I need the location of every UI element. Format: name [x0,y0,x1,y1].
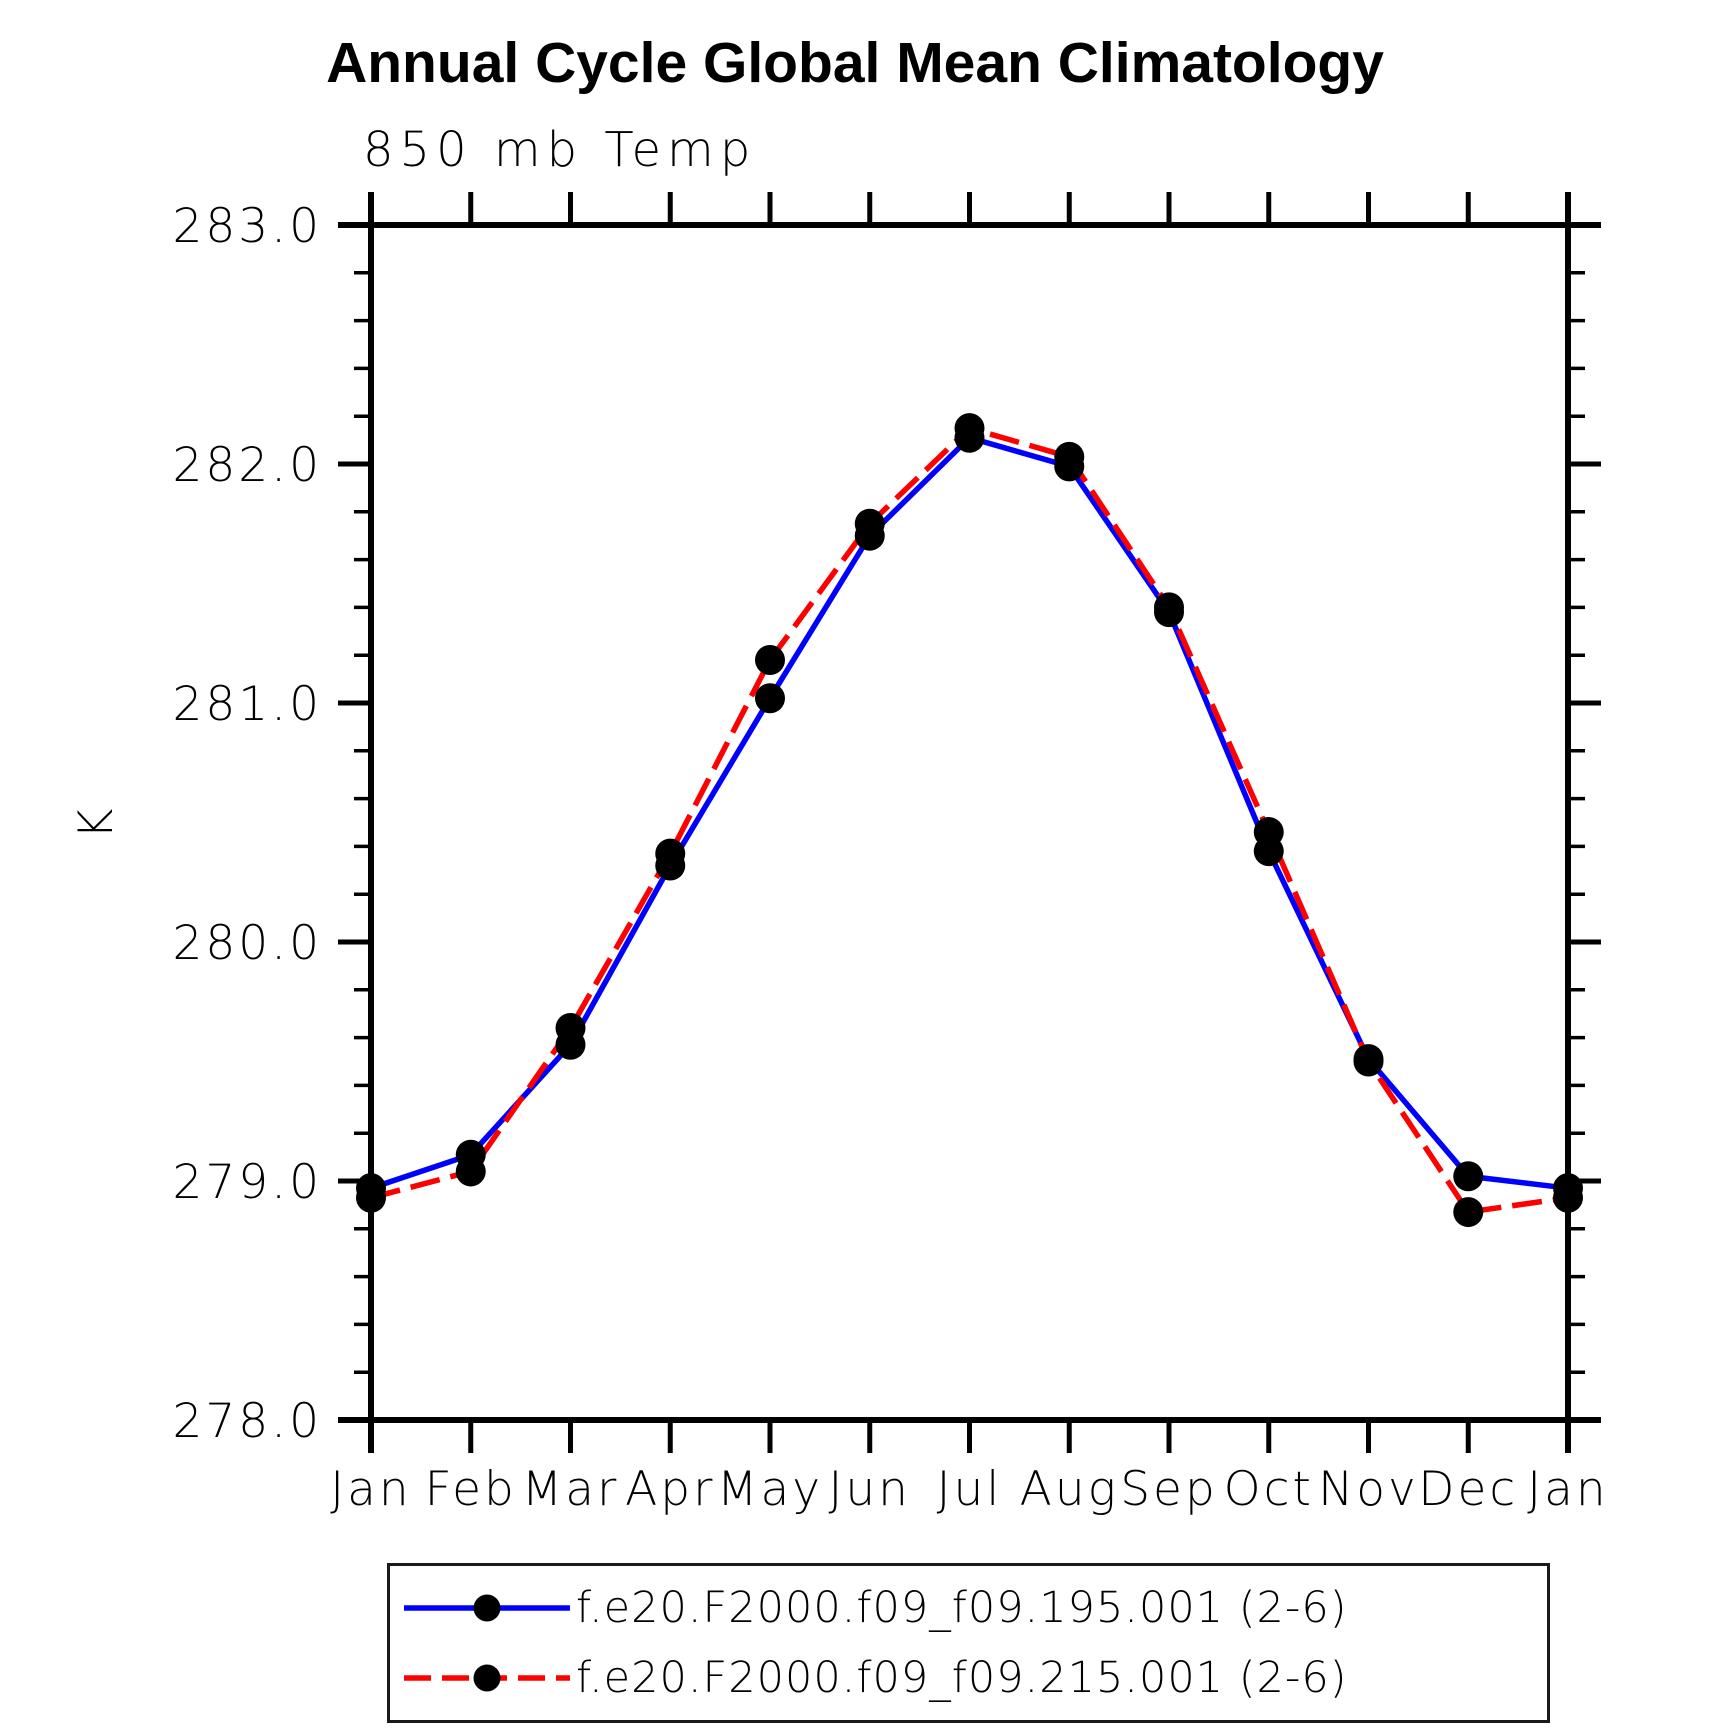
data-point-marker [755,644,785,675]
data-point-marker [1253,817,1284,848]
data-point-marker [1154,592,1184,623]
legend-label-series-195: f.e20.F2000.f09_f09.195.001 (2-6) [576,1583,1348,1633]
series-line-red-dashed [370,425,1569,1216]
legend-item-series-195: f.e20.F2000.f09_f09.195.001 (2-6) [390,1577,1547,1639]
data-point-marker [854,508,885,539]
data-point-marker [455,1156,486,1187]
legend-swatch-blue-solid [404,1594,570,1622]
legend-swatch-red-dashed [404,1664,570,1692]
x-axis-tick-label: Jun [829,1462,911,1517]
y-axis-tick-label: 281.0 [172,677,322,732]
data-point-marker [555,1013,586,1044]
y-axis-tick-label: 282.0 [172,438,322,493]
x-axis-tick-label: May [717,1462,823,1517]
y-axis-tick-label: 279.0 [172,1155,322,1210]
x-axis-tick-label: Jan [330,1462,411,1517]
y-axis-tick-label: 280.0 [172,916,322,971]
data-point-marker [356,1182,386,1213]
x-axis-tick-label: Dec [1418,1462,1518,1517]
data-point-marker [1453,1197,1484,1228]
x-axis-tick-label: Feb [425,1462,517,1517]
y-axis-tick-label: 283.0 [172,199,322,254]
series-line-blue-solid [370,434,1569,1191]
x-axis-tick-label: Sep [1120,1462,1218,1517]
x-axis-tick-label: Jul [937,1462,1003,1517]
x-axis-tick-label: Jan [1527,1462,1608,1517]
x-axis-tick-label: Oct [1224,1462,1314,1517]
data-point-marker [1453,1161,1484,1192]
data-point-marker [1353,1046,1384,1077]
legend-marker-dot [473,1594,501,1622]
data-point-marker [954,413,985,444]
data-point-marker [1054,441,1085,472]
data-point-marker [755,683,785,714]
legend: f.e20.F2000.f09_f09.195.001 (2-6) f.e20.… [387,1563,1550,1723]
data-point-marker [1553,1182,1583,1213]
legend-marker-dot [473,1664,501,1692]
data-point-marker [655,838,686,869]
legend-item-series-215: f.e20.F2000.f09_f09.215.001 (2-6) [390,1647,1547,1709]
y-axis-tick-label: 278.0 [172,1394,322,1449]
chart-subtitle: 850 mb Temp [363,122,757,178]
x-axis-tick-label: Mar [522,1462,620,1517]
legend-label-series-215: f.e20.F2000.f09_f09.215.001 (2-6) [576,1653,1348,1703]
x-axis-tick-label: Aug [1020,1462,1119,1517]
y-axis-title: K [69,806,124,840]
chart-title: Annual Cycle Global Mean Climatology [326,31,1384,95]
x-axis-tick-label: Nov [1318,1462,1419,1517]
x-axis-tick-label: Apr [625,1462,715,1517]
